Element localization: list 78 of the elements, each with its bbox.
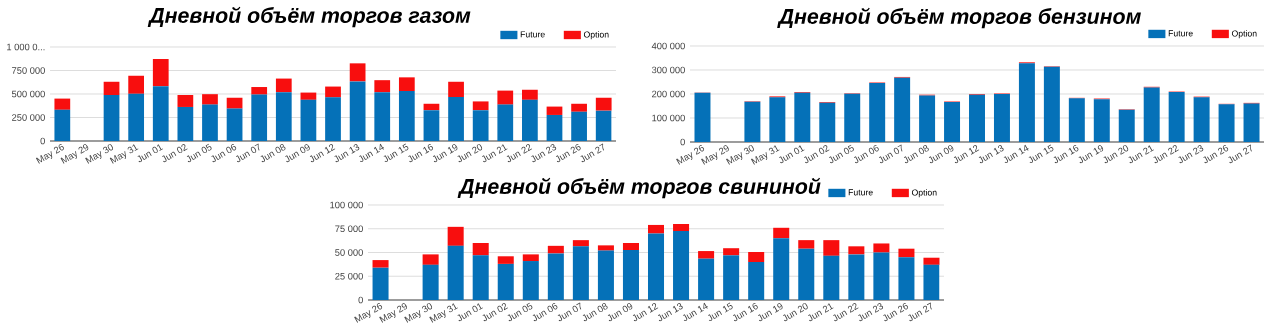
- y-tick-label: 75 000: [335, 225, 363, 233]
- y-tick-label: 0: [358, 296, 363, 304]
- x-tick-label: Jun 19: [1078, 145, 1104, 164]
- x-tick-label: Jun 02: [162, 144, 188, 163]
- y-tick-label: 500 000: [11, 90, 45, 98]
- x-tick-label: Jun 13: [978, 145, 1004, 164]
- x-tick-label: Jun 15: [1028, 144, 1054, 164]
- x-tick-label: Jun 19: [758, 303, 783, 322]
- x-tick-label: Jun 14: [1003, 144, 1029, 164]
- x-tick-label: Jun 06: [211, 144, 237, 163]
- x-tick-label: Jun 09: [928, 145, 954, 164]
- legend-label: Option: [911, 189, 937, 198]
- x-tick-label: Jun 01: [779, 145, 805, 164]
- x-tick-label: Jun 08: [260, 144, 286, 163]
- x-tick-label: Jun 07: [557, 302, 582, 322]
- x-tick-label: Jun 23: [858, 303, 884, 322]
- x-tick-label: Jun 14: [359, 143, 384, 163]
- y-tick-label: 1 000 0...: [7, 43, 45, 51]
- x-tick-label: Jun 07: [878, 144, 903, 164]
- x-tick-label: Jun 16: [408, 144, 434, 163]
- x-tick-label: Jun 26: [1203, 145, 1229, 164]
- y-tick-label: 200 000: [652, 90, 685, 98]
- x-tick-label: Jun 16: [733, 303, 758, 322]
- x-tick-label: Jun 12: [953, 145, 980, 164]
- x-tick-label: Jun 08: [903, 145, 929, 164]
- legend-label: Option: [583, 31, 609, 40]
- y-tick-label: 300 000: [651, 66, 685, 74]
- x-tick-label: Jun 22: [833, 303, 859, 322]
- x-tick-label: Jun 09: [607, 303, 633, 322]
- x-tick-label: Jun 27: [580, 143, 605, 163]
- x-tick-label: Jun 21: [482, 144, 508, 163]
- x-tick-label: Jun 05: [507, 302, 533, 322]
- x-tick-label: Jun 09: [285, 144, 310, 163]
- x-tick-label: Jun 19: [432, 144, 458, 163]
- x-tick-label: Jun 23: [531, 144, 557, 163]
- x-tick-label: Jun 07: [236, 143, 260, 163]
- y-tick-label: 0: [40, 137, 45, 145]
- x-tick-label: Jun 08: [582, 303, 608, 322]
- y-tick-label: 250 000: [12, 114, 45, 121]
- y-tick-label: 400 000: [651, 42, 685, 50]
- chart-title: Дневной объём торгов свининой: [457, 177, 821, 199]
- x-tick-label: Jun 13: [657, 303, 683, 322]
- x-tick-label: Jun 14: [682, 302, 708, 322]
- x-tick-label: Jun 20: [783, 303, 808, 322]
- x-tick-label: Jun 27: [908, 302, 932, 322]
- legend-label: Future: [1168, 30, 1193, 37]
- y-tick-label: 100 000: [330, 201, 363, 209]
- x-tick-label: Jun 16: [1053, 145, 1079, 164]
- legend-label: Future: [520, 31, 545, 38]
- x-tick-label: Jun 02: [804, 145, 830, 164]
- x-tick-label: Jun 05: [186, 143, 212, 163]
- y-tick-label: 750 000: [12, 67, 45, 74]
- y-tick-label: 50 000: [335, 249, 363, 256]
- x-tick-label: Jun 06: [854, 145, 879, 164]
- x-tick-label: Jun 21: [1128, 145, 1154, 164]
- x-tick-label: Jun 26: [883, 303, 909, 322]
- x-tick-label: Jun 20: [1103, 145, 1129, 164]
- legend-label: Future: [848, 189, 873, 196]
- x-tick-label: Jun 21: [808, 303, 834, 322]
- x-tick-label: Jun 05: [829, 144, 854, 164]
- chart-title: Дневной объём торгов бензином: [777, 7, 1141, 29]
- x-tick-label: Jun 06: [532, 303, 558, 322]
- x-tick-label: Jun 26: [555, 144, 581, 163]
- y-tick-label: 0: [680, 138, 685, 146]
- x-tick-label: Jun 27: [1228, 144, 1252, 164]
- x-tick-label: Jun 22: [1153, 145, 1179, 164]
- legend-label: Option: [1231, 30, 1257, 39]
- x-tick-label: Jun 01: [457, 303, 483, 322]
- y-tick-label: 25 000: [335, 272, 363, 280]
- x-tick-label: Jun 13: [334, 144, 360, 163]
- x-tick-label: Jun 15: [707, 302, 733, 322]
- x-tick-label: Jun 02: [482, 303, 509, 322]
- x-tick-label: Jun 12: [632, 303, 659, 322]
- x-tick-label: Jun 23: [1178, 145, 1204, 164]
- chart-title: Дневной объём торгов газом: [147, 6, 471, 28]
- y-tick-label: 100 000: [652, 114, 685, 122]
- x-tick-label: Jun 15: [383, 143, 409, 163]
- x-tick-label: Jun 20: [457, 144, 483, 163]
